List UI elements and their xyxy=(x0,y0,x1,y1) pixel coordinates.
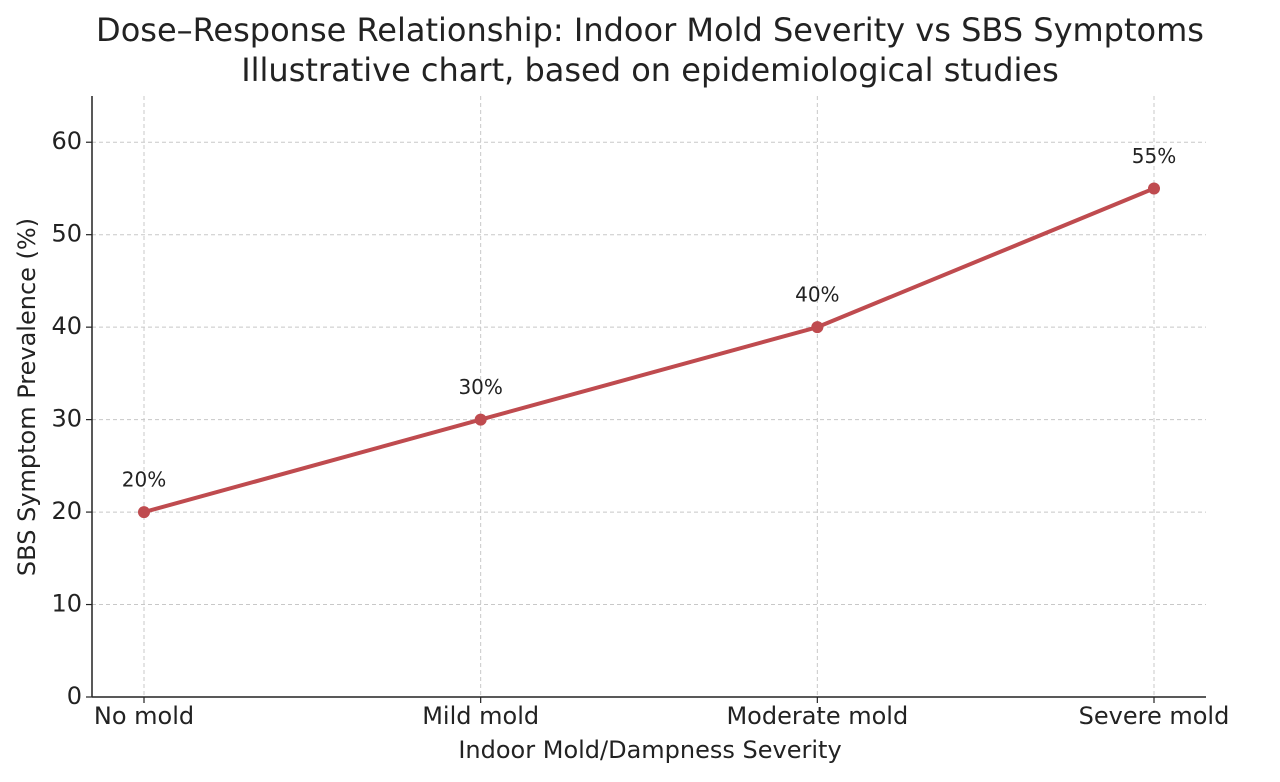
value-label: 30% xyxy=(458,375,502,399)
point xyxy=(811,321,824,334)
y-tick-label: 10 xyxy=(51,590,82,618)
y-tick-label: 30 xyxy=(51,405,82,433)
point xyxy=(138,506,150,519)
line xyxy=(143,186,1155,515)
y-tick-label: 60 xyxy=(51,127,82,155)
x-tick-label: No mold xyxy=(94,702,194,730)
y-tick-label: 50 xyxy=(51,220,82,248)
point xyxy=(1148,182,1160,195)
y-axis-label: SBS Symptom Prevalence (%) xyxy=(13,218,41,576)
point xyxy=(474,413,487,426)
x-tick-label: Moderate mold xyxy=(726,702,908,730)
value-label: 20% xyxy=(122,468,166,492)
x-tick-label: Severe mold xyxy=(1079,702,1230,730)
value-label: 55% xyxy=(1132,144,1176,168)
y-tick-label: 40 xyxy=(51,312,82,340)
value-label: 40% xyxy=(795,283,839,307)
chart-title: Dose–Response Relationship: Indoor Mold … xyxy=(96,11,1204,49)
x-axis-label: Indoor Mold/Dampness Severity xyxy=(458,736,841,764)
y-tick-label: 20 xyxy=(51,497,82,525)
x-tick-label: Mild mold xyxy=(422,702,539,730)
chart-subtitle: Illustrative chart, based on epidemiolog… xyxy=(241,51,1059,89)
y-tick-label: 0 xyxy=(67,682,82,710)
